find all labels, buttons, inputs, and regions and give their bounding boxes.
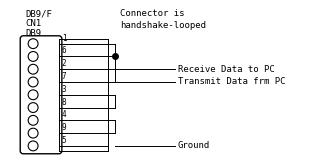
Text: handshake-looped: handshake-looped (120, 21, 206, 30)
Text: 2: 2 (62, 59, 66, 68)
Text: 8: 8 (62, 98, 66, 107)
Text: 6: 6 (62, 46, 66, 55)
Text: 4: 4 (62, 110, 66, 119)
Text: Receive Data to PC: Receive Data to PC (178, 65, 275, 74)
Text: 5: 5 (62, 136, 66, 145)
Text: Transmit Data frm PC: Transmit Data frm PC (178, 78, 285, 86)
Text: Ground: Ground (178, 141, 210, 150)
Text: 3: 3 (62, 85, 66, 94)
Text: 1: 1 (62, 34, 66, 43)
Text: Connector is: Connector is (120, 9, 185, 18)
Text: DB9: DB9 (25, 29, 41, 38)
Text: 7: 7 (62, 72, 66, 81)
Text: CN1: CN1 (25, 19, 41, 28)
Text: DB9/F: DB9/F (25, 9, 52, 18)
Text: 9: 9 (62, 123, 66, 132)
